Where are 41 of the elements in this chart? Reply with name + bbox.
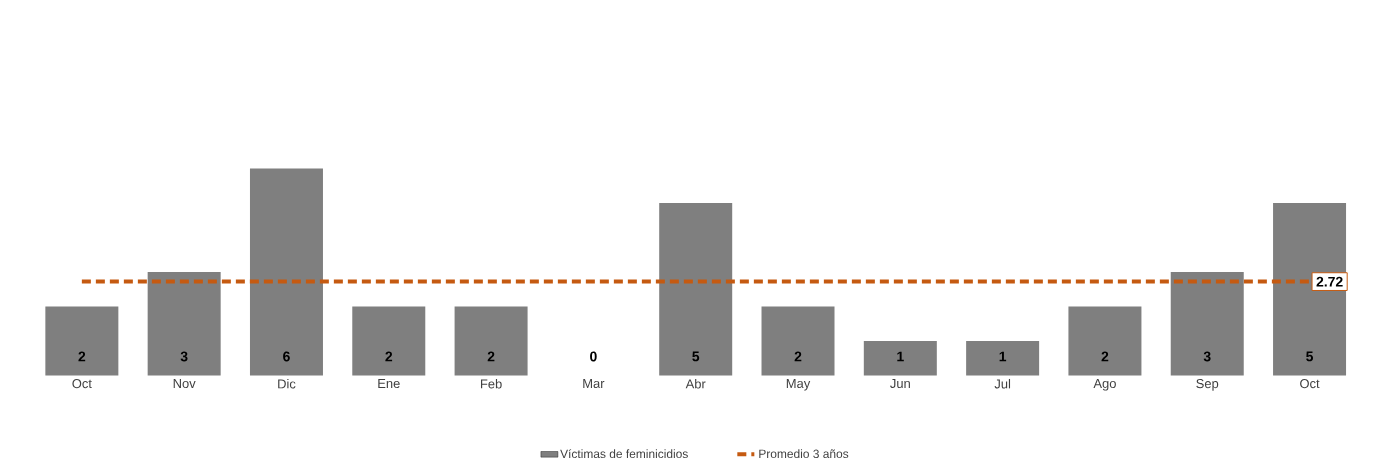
data-label: 2 <box>487 351 495 362</box>
data-label: 1 <box>897 351 904 362</box>
x-tick-label: May <box>786 378 811 391</box>
x-tick-label: Abr <box>685 378 706 389</box>
data-label: 0 <box>590 351 597 362</box>
bar <box>1170 271 1244 376</box>
x-tick-label: Jun <box>890 378 910 388</box>
x-tick-label: Ago <box>1093 378 1116 391</box>
x-tick-label: Oct <box>72 378 92 388</box>
bar <box>863 340 937 376</box>
x-tick-label: Mar <box>583 378 605 388</box>
data-label: 2 <box>385 351 393 362</box>
data-label: 2 <box>78 351 86 362</box>
legend-label: Promedio 3 años <box>759 449 849 458</box>
bar <box>249 168 323 376</box>
bar <box>1068 306 1142 376</box>
x-tick-label: Dic <box>278 378 296 389</box>
data-label: 2.72 <box>1316 276 1343 287</box>
data-label: 2 <box>794 351 802 362</box>
data-label: 1 <box>999 351 1007 362</box>
data-label: 2 <box>1101 351 1109 362</box>
x-tick-label: Sep <box>1196 378 1219 391</box>
x-tick-label: Ene <box>378 378 400 388</box>
data-label: 5 <box>1306 351 1314 362</box>
data-label: 3 <box>180 351 188 362</box>
x-tick-label: Oct <box>1300 378 1320 388</box>
bar <box>147 271 221 376</box>
bar <box>761 306 835 376</box>
bar <box>1273 202 1347 376</box>
data-label: 5 <box>692 351 700 362</box>
bar <box>352 306 426 376</box>
bar <box>659 202 733 376</box>
bar <box>454 306 528 376</box>
x-tick-label: Nov <box>173 378 196 388</box>
x-tick-label: Jul <box>994 378 1011 389</box>
legend-label: Víctimas de feminicidios <box>560 448 688 458</box>
data-label: 6 <box>283 351 290 362</box>
x-tick-label: Feb <box>480 378 502 389</box>
bar <box>45 306 119 376</box>
bar <box>966 340 1040 376</box>
data-label: 3 <box>1203 351 1211 362</box>
